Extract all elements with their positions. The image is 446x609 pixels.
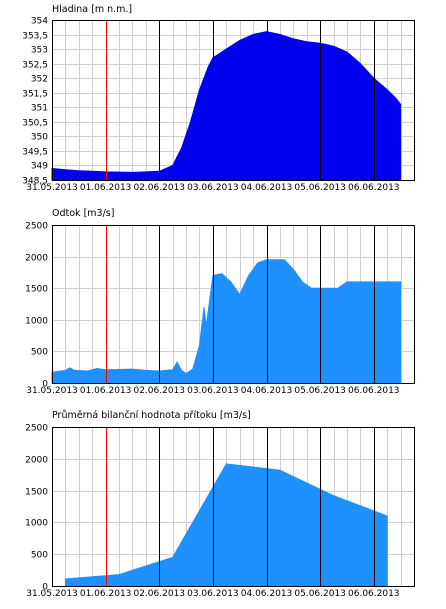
y-tick-label: 349 [31,162,48,172]
series-area [64,463,388,587]
y-tick-label: 0 [42,380,48,390]
x-tick-label: 06.06.2013 [348,183,400,193]
x-tick-label: 05.06.2013 [294,589,346,599]
x-tick-label: 03.06.2013 [187,589,239,599]
plot-frame [52,20,415,181]
y-tick-label: 1500 [25,488,48,498]
y-tick-label: 353,5 [22,32,48,42]
y-tick-label: 350,5 [22,119,48,129]
x-tick-label: 02.06.2013 [133,589,185,599]
chart-1: Hladina [m n.m.] 348,5 349 349,5 350 350,5 351… [22,4,415,193]
x-tick-label: 06.06.2013 [348,589,400,599]
x-tick-label: 31.05.2013 [26,386,78,396]
y-tick-label: 348,5 [22,177,48,187]
series-area [51,31,402,181]
x-tick-label: 06.06.2013 [348,386,400,396]
x-tick-label: 01.06.2013 [80,386,132,396]
y-tick-label: 0 [42,583,48,593]
x-tick-label: 04.06.2013 [241,183,293,193]
y-tick-label: 500 [31,551,48,561]
x-tick-label: 01.06.2013 [80,183,132,193]
y-tick-label: 353 [31,46,48,56]
y-tick-label: 2000 [25,254,48,264]
y-tick-label: 351 [31,104,48,114]
series-area [51,259,402,384]
y-tick-label: 350 [31,133,48,143]
y-tick-label: 1500 [25,285,48,295]
plot-frame [52,225,415,384]
x-tick-label: 05.06.2013 [294,386,346,396]
chart-title: Odtok [m3/s] [52,208,114,219]
x-tick-label: 04.06.2013 [241,589,293,599]
y-tick-label: 352 [31,75,48,85]
chart-2: Odtok [m3/s] 0 500 1000 1500 2000 2500 31.05.20… [25,208,415,396]
x-tick-label: 03.06.2013 [187,386,239,396]
x-tick-label: 01.06.2013 [80,589,132,599]
y-tick-label: 1000 [25,317,48,327]
x-tick-label: 31.05.2013 [26,183,78,193]
x-tick-label: 03.06.2013 [187,183,239,193]
chart-title: Hladina [m n.m.] [52,4,132,15]
y-tick-label: 2500 [25,424,48,434]
y-tick-label: 500 [31,348,48,358]
chart-title: Průměrná bilanční hodnota přítoku [m3/s] [52,410,251,421]
x-tick-label: 04.06.2013 [241,386,293,396]
y-tick-label: 1000 [25,519,48,529]
y-tick-label: 2500 [25,222,48,232]
x-tick-label: 02.06.2013 [133,386,185,396]
y-tick-label: 352,5 [22,61,48,71]
y-tick-label: 354 [31,17,48,27]
y-tick-label: 351,5 [22,90,48,100]
x-tick-label: 02.06.2013 [133,183,185,193]
y-tick-label: 349,5 [22,148,48,158]
x-tick-label: 31.05.2013 [26,589,78,599]
y-tick-label: 2000 [25,456,48,466]
x-tick-label: 05.06.2013 [294,183,346,193]
chart-3: Průměrná bilanční hodnota přítoku [m3/s]… [25,410,415,599]
plot-frame [52,427,415,587]
